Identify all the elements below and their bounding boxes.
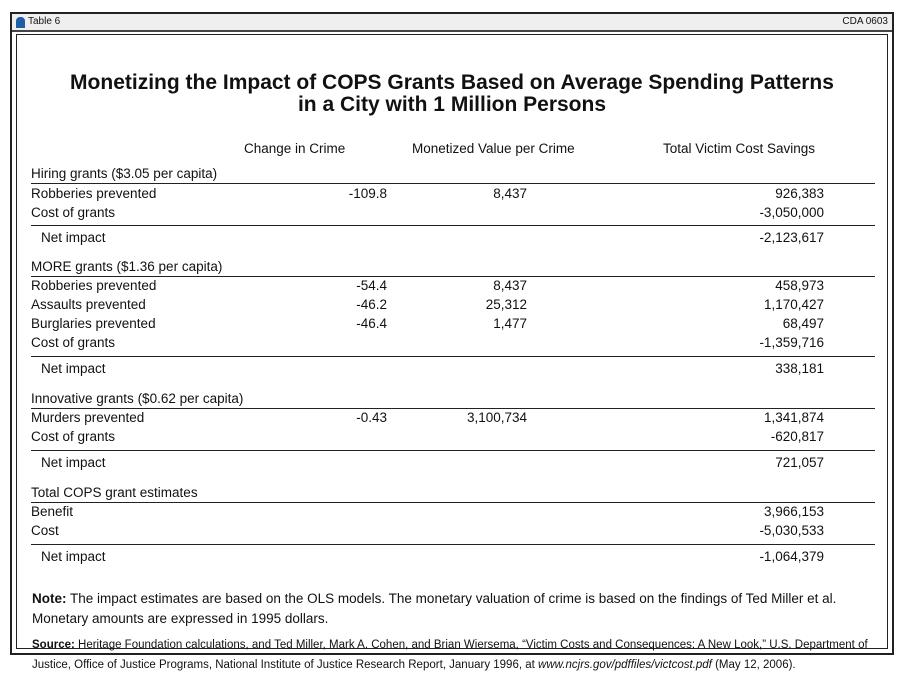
row-label: Cost of grants xyxy=(31,205,116,220)
note-text: The impact estimates are based on the OL… xyxy=(32,591,837,626)
section-title: Innovative grants ($0.62 per capita) xyxy=(31,391,244,406)
total-savings: -1,359,716 xyxy=(759,335,824,350)
table-row: Assaults prevented -46.2 25,312 1,170,427 xyxy=(31,295,875,314)
total-savings: -3,050,000 xyxy=(759,205,824,220)
monetized-value: 8,437 xyxy=(493,278,527,293)
note: Note: The impact estimates are based on … xyxy=(32,589,872,629)
row-label: Robberies prevented xyxy=(31,186,157,201)
table-row: Robberies prevented -54.4 8,437 458,973 xyxy=(31,276,875,295)
change-in-crime: -46.2 xyxy=(356,297,387,312)
table-header-bar: Table 6 CDA 0603 xyxy=(12,14,892,32)
change-in-crime: -46.4 xyxy=(356,316,387,331)
total-savings: 1,341,874 xyxy=(763,410,824,425)
monetized-value: 25,312 xyxy=(485,297,527,312)
table-row: Cost of grants -620,817 xyxy=(31,427,875,446)
net-impact-row: Net impact -1,064,379 xyxy=(31,544,875,568)
source-label: Source: xyxy=(32,639,75,651)
net-impact-row: Net impact -2,123,617 xyxy=(31,225,875,249)
row-label: Net impact xyxy=(41,455,106,470)
monetized-value: 1,477 xyxy=(493,316,527,331)
row-label: Burglaries prevented xyxy=(31,316,156,331)
total-savings: 458,973 xyxy=(775,278,824,293)
column-header-savings: Total Victim Cost Savings xyxy=(663,141,816,156)
source: Source: Heritage Foundation calculations… xyxy=(32,635,877,675)
total-savings: 338,181 xyxy=(775,361,824,376)
net-impact-row: Net impact 721,057 xyxy=(31,450,875,474)
row-label: Benefit xyxy=(31,504,74,519)
note-label: Note: xyxy=(32,591,67,606)
table-label: Table 6 xyxy=(28,16,61,27)
total-savings: -620,817 xyxy=(770,429,824,444)
net-impact-row: Net impact 338,181 xyxy=(31,356,875,380)
row-label: Net impact xyxy=(41,361,106,376)
row-label: Robberies prevented xyxy=(31,278,157,293)
section-title: Total COPS grant estimates xyxy=(31,485,198,500)
change-in-crime: -109.8 xyxy=(348,186,387,201)
section-header: Innovative grants ($0.62 per capita) xyxy=(31,389,875,409)
row-label: Cost xyxy=(31,523,59,538)
total-savings: 926,383 xyxy=(775,186,824,201)
column-header-value: Monetized Value per Crime xyxy=(412,141,575,156)
section-title: MORE grants ($1.36 per capita) xyxy=(31,259,223,274)
total-savings: 3,966,153 xyxy=(763,504,824,519)
section-title: Hiring grants ($3.05 per capita) xyxy=(31,166,218,181)
section-header: Hiring grants ($3.05 per capita) xyxy=(31,164,875,184)
change-in-crime: -0.43 xyxy=(356,410,387,425)
monetized-value: 8,437 xyxy=(493,186,527,201)
total-savings: 1,170,427 xyxy=(763,297,824,312)
table-row: Cost of grants -3,050,000 xyxy=(31,203,875,222)
section-header: Total COPS grant estimates xyxy=(31,483,875,503)
row-label: Cost of grants xyxy=(31,429,116,444)
monetized-value: 3,100,734 xyxy=(466,410,527,425)
bell-icon xyxy=(16,16,25,28)
source-date: (May 12, 2006). xyxy=(711,659,796,671)
table-row: Cost -5,030,533 xyxy=(31,521,875,540)
table-row: Burglaries prevented -46.4 1,477 68,497 xyxy=(31,314,875,333)
row-label: Cost of grants xyxy=(31,335,116,350)
page-title: Monetizing the Impact of COPS Grants Bas… xyxy=(17,72,887,116)
table-body: Monetizing the Impact of COPS Grants Bas… xyxy=(16,34,888,671)
column-header-change: Change in Crime xyxy=(244,141,346,156)
table-code: CDA 0603 xyxy=(842,16,888,27)
title-line-1: Monetizing the Impact of COPS Grants Bas… xyxy=(70,71,834,94)
total-savings: -5,030,533 xyxy=(759,523,824,538)
table-row: Robberies prevented -109.8 8,437 926,383 xyxy=(31,184,875,203)
row-label: Murders prevented xyxy=(31,410,145,425)
row-label: Net impact xyxy=(41,230,106,245)
table-row: Murders prevented -0.43 3,100,734 1,341,874 xyxy=(31,408,875,427)
source-link[interactable]: www.ncjrs.gov/pdffiles/victcost.pdf xyxy=(538,659,712,671)
table-row: Benefit 3,966,153 xyxy=(31,502,875,521)
total-savings: -1,064,379 xyxy=(759,549,824,564)
table-row: Cost of grants -1,359,716 xyxy=(31,333,875,352)
title-line-2: in a City with 1 Million Persons xyxy=(297,93,607,116)
change-in-crime: -54.4 xyxy=(356,278,387,293)
section-header: MORE grants ($1.36 per capita) xyxy=(31,257,875,277)
total-savings: 721,057 xyxy=(775,455,824,470)
total-savings: 68,497 xyxy=(782,316,824,331)
table-frame: Table 6 CDA 0603 Monetizing the Impact o… xyxy=(10,12,894,671)
total-savings: -2,123,617 xyxy=(759,230,824,245)
row-label: Assaults prevented xyxy=(31,297,146,312)
row-label: Net impact xyxy=(41,549,106,564)
